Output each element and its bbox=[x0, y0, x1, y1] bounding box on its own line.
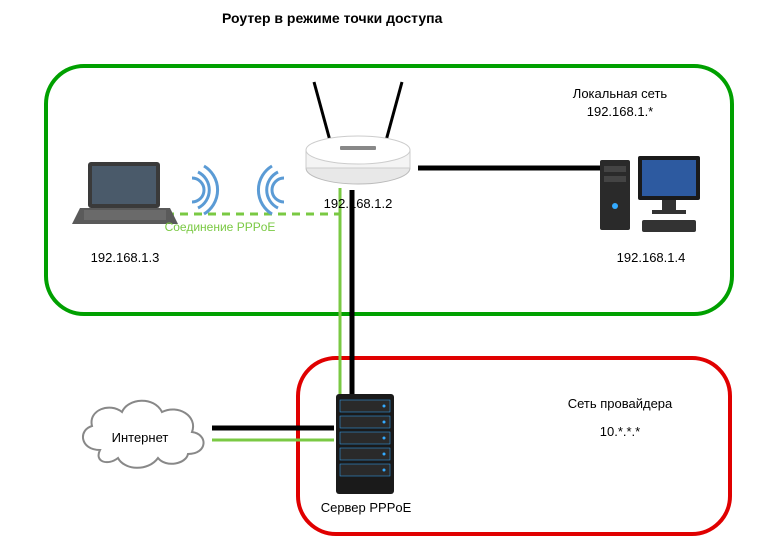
provider-label-1: Сеть провайдера bbox=[540, 396, 700, 411]
diagram-title: Роутер в режиме точки доступа bbox=[222, 10, 442, 26]
pc-device bbox=[596, 150, 706, 238]
provider-label-2: 10.*.*.* bbox=[540, 424, 700, 439]
server-device bbox=[328, 390, 402, 498]
laptop-ip: 192.168.1.3 bbox=[70, 250, 180, 265]
router-device bbox=[296, 76, 420, 188]
pppoe-connection-label: Соединение PPPoE bbox=[140, 220, 300, 234]
lan-label-2: 192.168.1.* bbox=[540, 104, 700, 119]
server-label: Сервер PPPoE bbox=[306, 500, 426, 515]
pc-ip: 192.168.1.4 bbox=[596, 250, 706, 265]
lan-label-1: Локальная сеть bbox=[540, 86, 700, 101]
router-ip: 192.168.1.2 bbox=[296, 196, 420, 211]
cloud-label: Интернет bbox=[100, 430, 180, 445]
